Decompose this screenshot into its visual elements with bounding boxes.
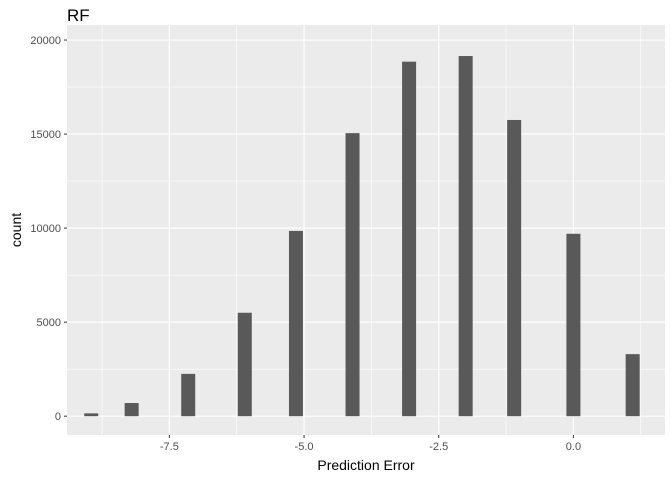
histogram-bar [124, 403, 139, 417]
grid-layer [67, 25, 665, 435]
y-axis-title: count [8, 213, 24, 247]
histogram-bar [84, 413, 99, 417]
y-tick-label: 0 [55, 411, 61, 423]
x-tick-label: -5.0 [295, 441, 314, 453]
histogram-bar [181, 373, 196, 417]
y-tick-label: 5000 [37, 317, 61, 329]
x-tick-label: -7.5 [160, 441, 179, 453]
histogram-bar [625, 354, 640, 417]
x-tick-label: 0.0 [566, 441, 581, 453]
y-tick-label: 10000 [30, 223, 61, 235]
bars-layer [84, 56, 640, 417]
panel-background [67, 25, 665, 435]
histogram-bar [507, 119, 522, 417]
x-tick-label: -2.5 [429, 441, 448, 453]
histogram-bar [402, 61, 417, 417]
histogram-bar [345, 133, 360, 417]
y-tick-label: 20000 [30, 35, 61, 47]
x-axis-title: Prediction Error [317, 457, 415, 473]
ticks-layer: -7.5 -5.0 -2.5 0.0 0 5000 10000 15000 20000 [30, 35, 581, 453]
histogram-bar [566, 233, 581, 417]
y-tick-label: 15000 [30, 129, 61, 141]
histogram-bar [237, 312, 252, 417]
histogram-bar [288, 230, 303, 417]
histogram-bar [458, 56, 473, 417]
chart-title: RF [67, 6, 90, 25]
